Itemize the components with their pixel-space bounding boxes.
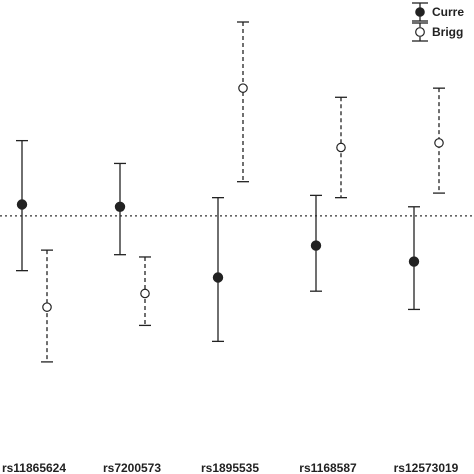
point-estimate-filled bbox=[114, 201, 126, 212]
legend-label: Curre bbox=[432, 5, 464, 19]
point-estimate-filled bbox=[212, 272, 224, 283]
legend-label: Brigg bbox=[432, 25, 463, 39]
point-estimate-open bbox=[336, 142, 346, 153]
point-estimate-filled bbox=[16, 199, 28, 210]
category-label: rs11865624 bbox=[2, 461, 66, 474]
category-label: rs12573019 bbox=[394, 461, 459, 474]
legend-symbol-filled-circle bbox=[415, 7, 425, 17]
point-estimate-open bbox=[140, 288, 150, 299]
category-label: rs1168587 bbox=[299, 461, 357, 474]
point-estimate-filled bbox=[310, 240, 322, 251]
category-labels: rs11865624 rs7200573 rs1895535 rs1168587 rs1… bbox=[2, 461, 459, 474]
point-estimate-open bbox=[238, 83, 248, 93]
point-estimate-open bbox=[434, 138, 444, 148]
category-label: rs7200573 bbox=[103, 461, 161, 474]
legend-item-0: Curre bbox=[412, 2, 464, 22]
legend: Curre Brigg bbox=[412, 2, 464, 42]
series-layer bbox=[16, 21, 445, 363]
point-estimate-open bbox=[42, 302, 52, 312]
series-0 bbox=[16, 139, 420, 343]
point-estimate-filled bbox=[408, 256, 420, 267]
category-label: rs1895535 bbox=[201, 461, 259, 474]
series-1 bbox=[41, 21, 445, 363]
legend-item-1: Brigg bbox=[412, 22, 463, 42]
legend-symbol-open-circle bbox=[415, 27, 425, 37]
